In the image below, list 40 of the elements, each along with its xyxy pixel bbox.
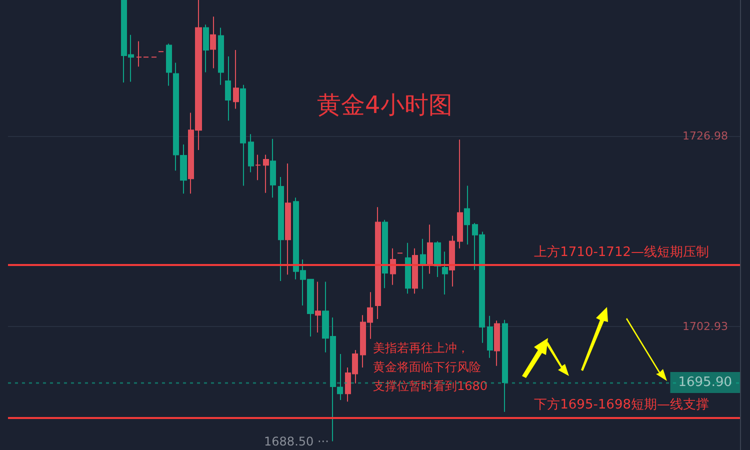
candlestick	[270, 138, 276, 198]
candlestick	[240, 84, 246, 186]
y-tick-label: 1702.93	[682, 320, 728, 334]
text: 黄金4小时图	[317, 91, 452, 119]
candlestick	[248, 134, 254, 173]
candlestick	[434, 240, 441, 278]
candlestick	[225, 56, 231, 122]
candlestick	[405, 242, 411, 294]
candlestick	[210, 16, 216, 69]
annotation: 黄金将面临下行风险	[373, 360, 481, 374]
candlestick	[464, 185, 470, 245]
y-tick-label: 1726.98	[682, 129, 728, 142]
candlestick	[233, 50, 239, 110]
ref-line-label: 上方1710-1712—线短期压制	[534, 244, 709, 260]
annotation: 支撑位暂时看到1680	[373, 379, 488, 393]
candlestick	[502, 319, 508, 412]
candlestick	[278, 176, 284, 282]
candlestick	[255, 154, 261, 181]
ref-line-label: 1695.90	[678, 375, 732, 390]
annotation: 1688.50 ···	[264, 434, 329, 448]
candlestick	[420, 238, 426, 290]
candlestick	[337, 353, 343, 400]
ref-line-label: 下方1695-1698短期—线支撑	[534, 396, 709, 412]
candlestick	[375, 206, 381, 320]
candlestick	[136, 40, 142, 68]
annotation: 美指若再往上冲，	[373, 341, 469, 355]
candlestick	[494, 320, 500, 366]
candlestick	[427, 224, 433, 274]
candlestick	[412, 248, 418, 294]
candlestick	[203, 24, 209, 73]
candlestick	[487, 315, 493, 358]
candlestick	[218, 27, 224, 86]
candlestick	[315, 281, 321, 334]
candlestick	[263, 154, 269, 194]
candlestick	[285, 162, 291, 276]
candlestick	[442, 251, 448, 295]
candlestick	[457, 139, 463, 249]
candlestick	[449, 235, 455, 288]
candlestick	[166, 43, 172, 86]
candlestick	[382, 219, 388, 289]
